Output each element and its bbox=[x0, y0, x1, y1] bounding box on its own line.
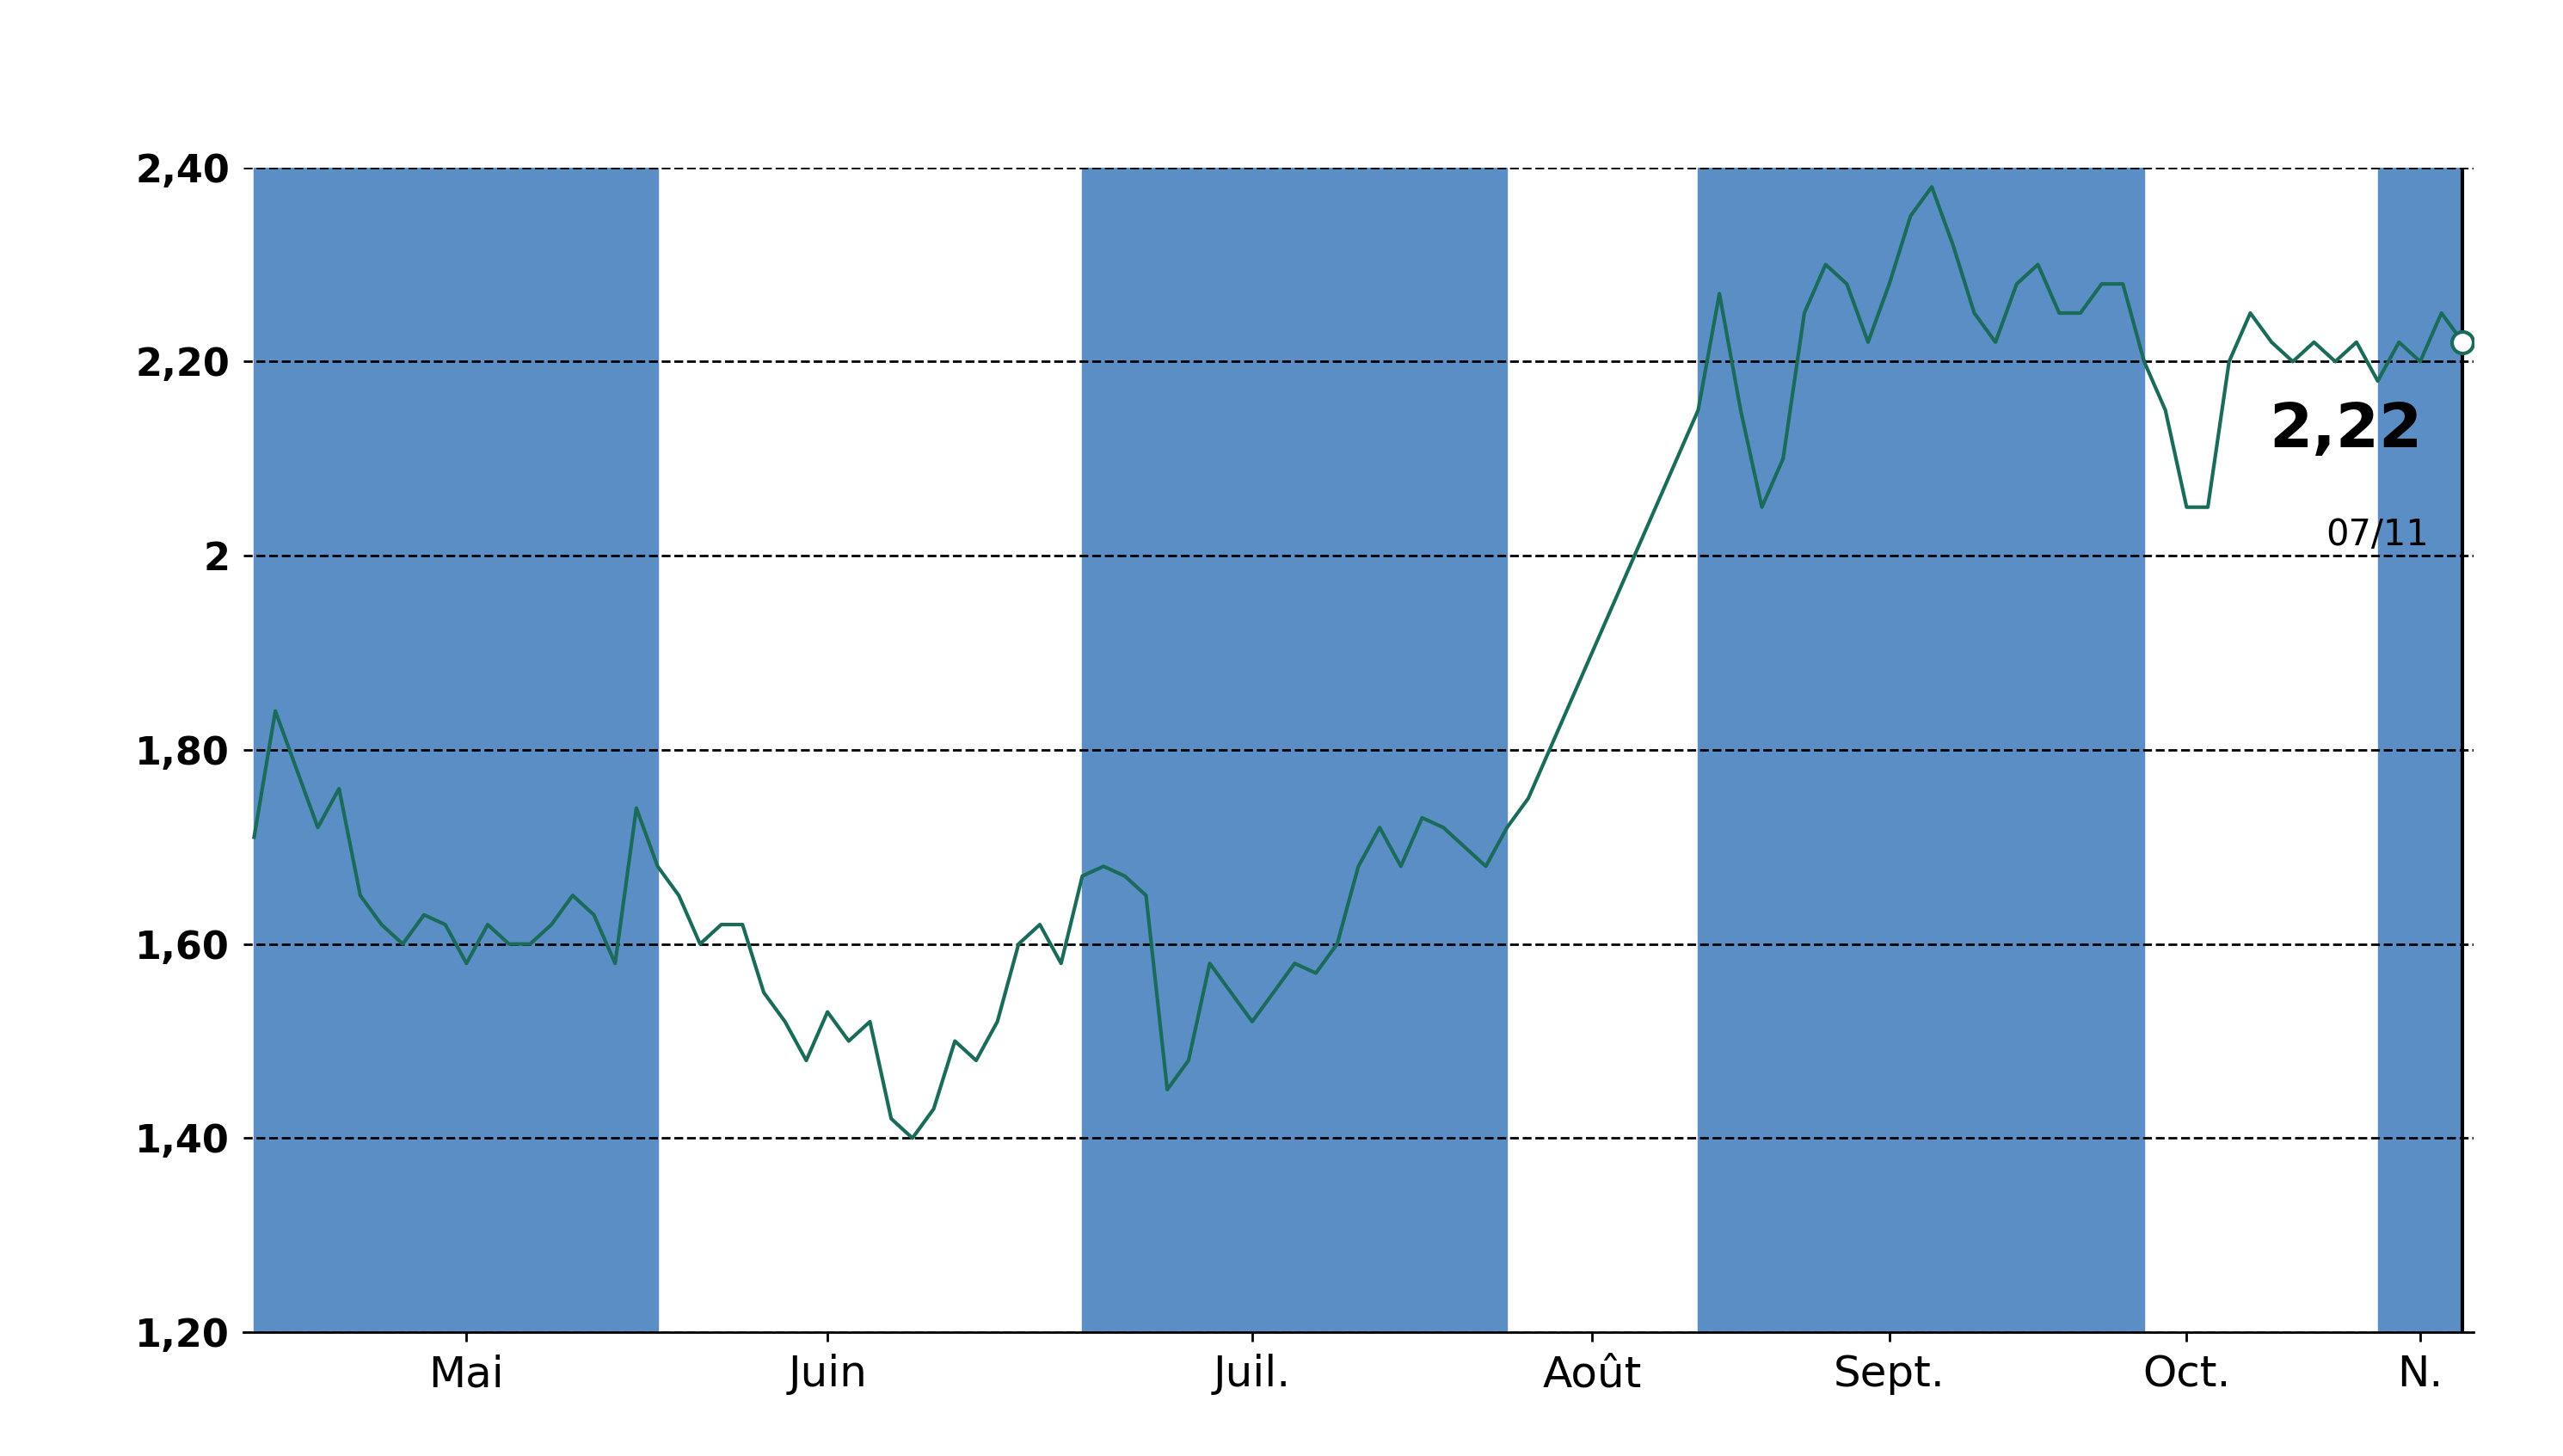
Text: 07/11: 07/11 bbox=[2327, 517, 2430, 553]
Text: 2,22: 2,22 bbox=[2268, 400, 2422, 460]
Bar bbox=[1699, 167, 2145, 1332]
Bar bbox=[254, 167, 659, 1332]
Text: Modular Medical, Inc.: Modular Medical, Inc. bbox=[702, 38, 1861, 130]
Bar bbox=[1082, 167, 1507, 1332]
Bar bbox=[2378, 167, 2463, 1332]
